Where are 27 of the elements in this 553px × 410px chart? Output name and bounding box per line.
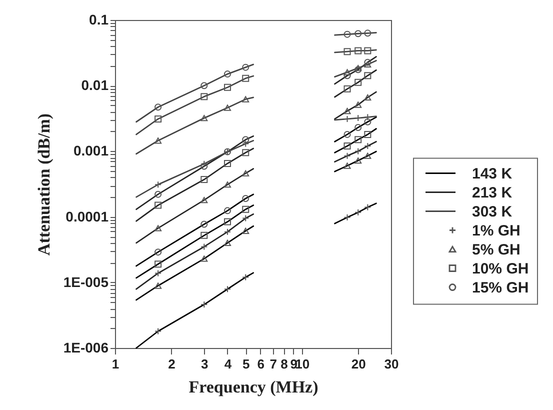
legend-label: 5% GH bbox=[472, 241, 520, 258]
legend-label: 15% GH bbox=[472, 279, 529, 296]
x-tick-label: 3 bbox=[201, 356, 208, 372]
x-tick-label: 7 bbox=[270, 356, 278, 372]
y-tick-label: 1E-006 bbox=[63, 340, 109, 356]
y-axis-title: Attenuation (dB/m) bbox=[34, 113, 54, 256]
legend-label: 213 K bbox=[472, 184, 512, 202]
x-tick-label: 6 bbox=[257, 356, 265, 372]
x-tick-label: 30 bbox=[384, 356, 399, 372]
x-tick-label: 10 bbox=[295, 356, 310, 372]
x-axis-title: Frequency (MHz) bbox=[188, 378, 318, 396]
legend-label: 303 K bbox=[472, 203, 512, 220]
legend-label: 10% GH bbox=[472, 260, 529, 278]
x-tick-label: 4 bbox=[224, 356, 232, 372]
x-tick-label: 1 bbox=[112, 356, 120, 372]
y-tick-label: 0.1 bbox=[89, 12, 109, 28]
legend-label: 143 K bbox=[472, 165, 512, 182]
x-tick-label: 9 bbox=[290, 356, 298, 372]
y-tick-label: 0.01 bbox=[81, 77, 109, 94]
x-tick-label: 2 bbox=[168, 356, 176, 372]
y-tick-label: 1E-005 bbox=[63, 274, 109, 290]
y-tick-label: 0.001 bbox=[73, 142, 109, 159]
legend-label: 1% GH bbox=[472, 222, 520, 240]
y-tick-label: 0.0001 bbox=[66, 208, 109, 224]
x-tick-label: 5 bbox=[242, 356, 250, 372]
x-tick-label: 8 bbox=[280, 356, 288, 372]
x-tick-label: 20 bbox=[351, 356, 366, 372]
